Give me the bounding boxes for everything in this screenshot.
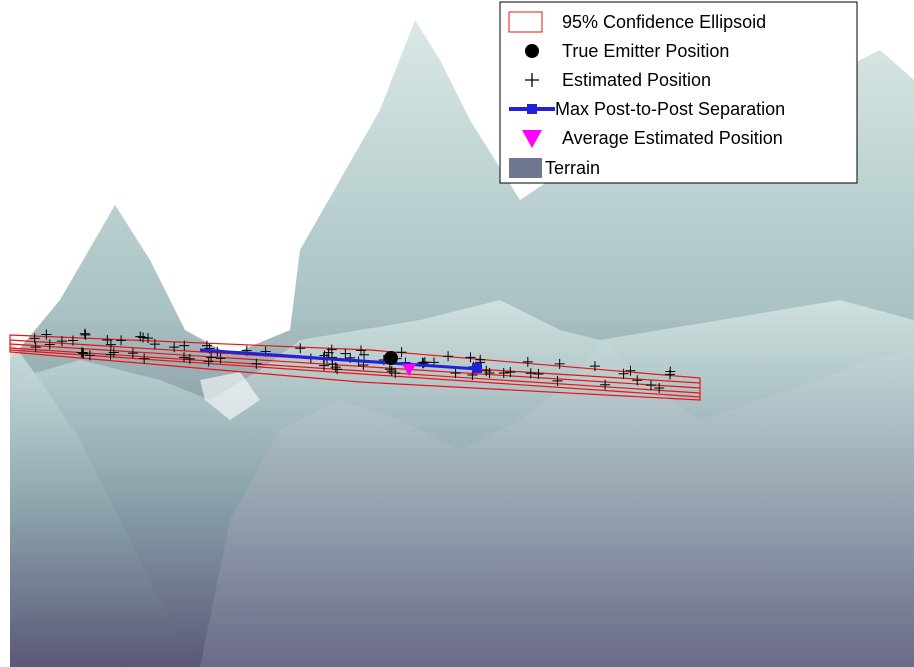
cross bbox=[105, 339, 116, 350]
average-position bbox=[402, 364, 416, 376]
legend-swatch bbox=[525, 73, 539, 87]
cross bbox=[79, 328, 90, 339]
cross bbox=[251, 358, 262, 369]
cross bbox=[355, 345, 366, 356]
cross bbox=[319, 360, 330, 371]
cross bbox=[135, 331, 146, 342]
cross bbox=[465, 352, 476, 363]
legend-label: Average Estimated Position bbox=[562, 128, 783, 148]
cross bbox=[203, 356, 214, 367]
legend-label: Terrain bbox=[545, 158, 600, 178]
cross bbox=[56, 336, 67, 347]
legend-label: 95% Confidence Ellipsoid bbox=[562, 12, 766, 32]
cross bbox=[105, 349, 116, 360]
cross bbox=[327, 358, 338, 369]
cross bbox=[29, 333, 40, 344]
cross bbox=[143, 333, 154, 344]
cross bbox=[384, 364, 395, 375]
legend-label: Estimated Position bbox=[562, 70, 711, 90]
cross bbox=[179, 340, 190, 351]
cross bbox=[139, 353, 150, 364]
cross bbox=[600, 379, 611, 390]
cross bbox=[505, 367, 516, 378]
cross bbox=[76, 347, 87, 358]
cross bbox=[215, 353, 226, 364]
cross bbox=[484, 368, 495, 379]
cross bbox=[396, 347, 407, 358]
cross bbox=[116, 335, 127, 346]
true-emitter bbox=[384, 351, 398, 365]
cross bbox=[554, 358, 565, 369]
cross bbox=[525, 368, 536, 379]
legend-label: True Emitter Position bbox=[562, 41, 729, 61]
cross bbox=[67, 335, 78, 346]
cross bbox=[149, 339, 160, 350]
cross bbox=[206, 352, 217, 363]
cross bbox=[340, 348, 351, 359]
confidence-ellipsoid bbox=[9, 334, 701, 401]
cross bbox=[450, 368, 461, 379]
cross bbox=[390, 368, 401, 379]
legend-swatch bbox=[508, 11, 543, 33]
cross bbox=[654, 382, 665, 393]
legend: 95% Confidence Ellipsoid True Emitter Po… bbox=[499, 1, 858, 184]
legend-label: Max Post-to-Post Separation bbox=[555, 99, 785, 119]
cross bbox=[625, 365, 636, 376]
separation-line bbox=[199, 348, 479, 371]
legend-swatch bbox=[525, 44, 539, 58]
cross bbox=[552, 375, 563, 386]
cross bbox=[44, 339, 55, 350]
cross bbox=[645, 380, 656, 391]
cross bbox=[80, 329, 91, 340]
cross bbox=[443, 351, 454, 362]
legend-swatch bbox=[509, 158, 542, 178]
cross bbox=[589, 361, 600, 372]
cross bbox=[498, 367, 509, 378]
legend-box bbox=[499, 1, 858, 184]
cross bbox=[533, 368, 544, 379]
cross bbox=[184, 353, 195, 364]
cross bbox=[332, 364, 343, 375]
cross bbox=[41, 329, 52, 340]
legend-swatch bbox=[522, 130, 542, 148]
cross bbox=[127, 348, 138, 359]
cross bbox=[522, 356, 533, 367]
separation-marker bbox=[472, 363, 482, 373]
cross bbox=[178, 352, 189, 363]
cross bbox=[664, 369, 675, 380]
cross bbox=[138, 332, 149, 343]
legend-swatch bbox=[527, 104, 537, 114]
cross bbox=[78, 348, 89, 359]
cross bbox=[618, 368, 629, 379]
cross bbox=[84, 350, 95, 361]
cross bbox=[169, 342, 180, 353]
cross bbox=[295, 343, 306, 354]
cross bbox=[30, 342, 41, 353]
cross bbox=[632, 375, 643, 386]
